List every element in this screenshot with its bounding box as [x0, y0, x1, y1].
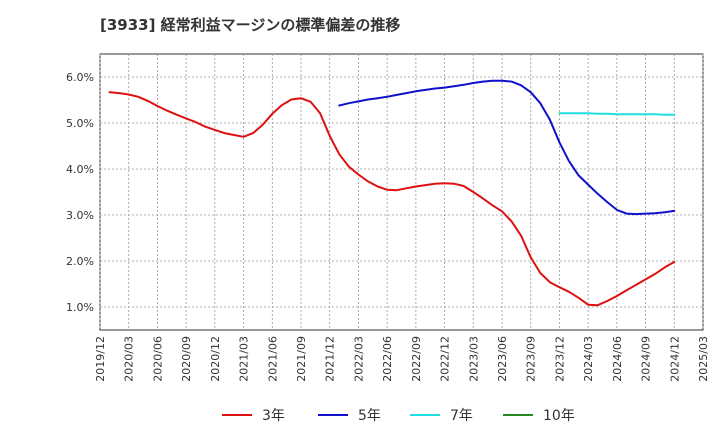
x-tick-label: 2023/03 [467, 336, 480, 382]
legend-item-3y: 3年 [222, 404, 285, 426]
legend-label-3y: 3年 [262, 408, 285, 424]
x-tick-label: 2020/06 [151, 336, 164, 382]
x-tick-label: 2020/12 [209, 336, 222, 382]
x-tick-label: 2021/06 [266, 336, 279, 382]
plot-area [99, 53, 704, 331]
legend-swatch-3y [222, 414, 252, 416]
y-tick-label: 6.0% [66, 71, 94, 84]
y-axis-ticks: 1.0% 2.0% 3.0% 4.0% 5.0% 6.0% [66, 71, 94, 314]
legend-swatch-10y [503, 414, 533, 416]
y-tick-label: 4.0% [66, 163, 94, 176]
x-tick-label: 2022/09 [410, 336, 423, 382]
x-tick-label: 2021/03 [238, 336, 251, 382]
legend-label-5y: 5年 [358, 408, 381, 424]
x-axis-ticks: 2019/12 2020/03 2020/06 2020/09 2020/12 2021/… [94, 336, 710, 382]
series-lines [108, 79, 676, 307]
chart-title: [3933] 経常利益マージンの標準偏差の推移 [100, 16, 401, 34]
y-tick-label: 2.0% [66, 255, 94, 268]
x-tick-label: 2020/09 [180, 336, 193, 382]
legend: 3年 5年 7年 10年 [0, 404, 720, 428]
x-tick-label: 2020/03 [123, 336, 136, 382]
x-tick-label: 2022/12 [439, 336, 452, 382]
x-tick-label: 2019/12 [94, 336, 107, 382]
x-tick-label: 2021/12 [324, 336, 337, 382]
legend-swatch-7y [410, 414, 440, 416]
y-tick-label: 5.0% [66, 117, 94, 130]
x-tick-label: 2024/06 [611, 336, 624, 382]
x-tick-label: 2022/03 [352, 336, 365, 382]
series-line-2 [558, 112, 676, 116]
legend-label-7y: 7年 [450, 408, 473, 424]
series-line-1 [338, 79, 676, 216]
series-line-0 [108, 91, 676, 307]
legend-item-7y: 7年 [410, 404, 473, 426]
x-gridlines [99, 54, 704, 330]
x-tick-label: 2025/03 [697, 336, 710, 382]
legend-label-10y: 10年 [543, 408, 575, 424]
y-tick-label: 1.0% [66, 301, 94, 314]
x-tick-label: 2022/06 [381, 336, 394, 382]
x-tick-label: 2023/12 [553, 336, 566, 382]
x-tick-label: 2023/09 [525, 336, 538, 382]
y-tick-label: 3.0% [66, 209, 94, 222]
x-tick-label: 2024/12 [668, 336, 681, 382]
x-tick-label: 2021/09 [295, 336, 308, 382]
x-tick-label: 2024/09 [640, 336, 653, 382]
x-tick-label: 2024/03 [582, 336, 595, 382]
legend-item-10y: 10年 [503, 404, 575, 426]
y-gridlines [100, 76, 703, 308]
legend-item-5y: 5年 [318, 404, 381, 426]
legend-swatch-5y [318, 414, 348, 416]
x-tick-label: 2023/06 [496, 336, 509, 382]
